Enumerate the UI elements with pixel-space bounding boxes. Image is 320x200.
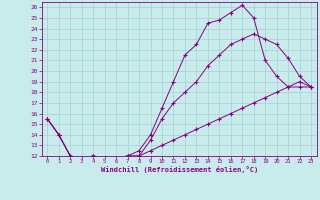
X-axis label: Windchill (Refroidissement éolien,°C): Windchill (Refroidissement éolien,°C) [100,166,258,173]
